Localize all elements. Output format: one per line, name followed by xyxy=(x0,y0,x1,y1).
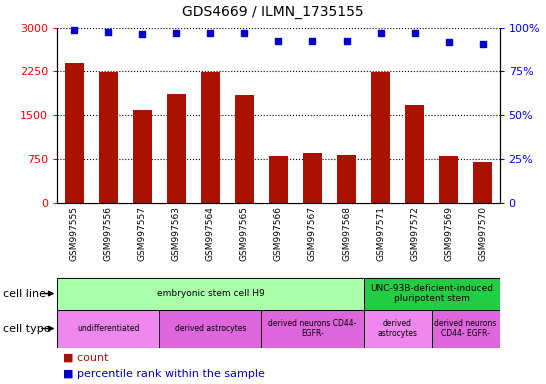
Bar xyxy=(371,72,390,203)
Bar xyxy=(201,72,220,203)
Bar xyxy=(99,72,118,203)
Point xyxy=(274,38,283,44)
Text: derived neurons
CD44- EGFR-: derived neurons CD44- EGFR- xyxy=(435,319,497,338)
Point xyxy=(172,30,181,36)
Point xyxy=(104,29,112,35)
Text: GSM997568: GSM997568 xyxy=(342,207,351,262)
Bar xyxy=(473,162,492,203)
Bar xyxy=(65,63,84,203)
Point xyxy=(478,41,487,47)
Bar xyxy=(364,310,431,348)
Bar xyxy=(431,310,500,348)
Text: GSM997567: GSM997567 xyxy=(308,207,317,262)
Point xyxy=(206,30,215,36)
Bar xyxy=(337,155,356,203)
Bar xyxy=(439,156,458,203)
Text: ■ count: ■ count xyxy=(63,353,108,363)
Point xyxy=(138,31,147,37)
Bar xyxy=(57,278,364,310)
Text: derived astrocytes: derived astrocytes xyxy=(175,324,246,333)
Point xyxy=(308,38,317,44)
Bar xyxy=(405,105,424,203)
Text: cell type: cell type xyxy=(3,323,50,334)
Bar xyxy=(235,95,254,203)
Text: GSM997566: GSM997566 xyxy=(274,207,283,262)
Text: GSM997572: GSM997572 xyxy=(410,207,419,262)
Bar xyxy=(364,278,500,310)
Point xyxy=(376,30,385,36)
Text: GSM997563: GSM997563 xyxy=(172,207,181,262)
Point xyxy=(240,30,249,36)
Text: GSM997565: GSM997565 xyxy=(240,207,249,262)
Bar xyxy=(262,310,364,348)
Text: embryonic stem cell H9: embryonic stem cell H9 xyxy=(157,289,264,298)
Text: GSM997570: GSM997570 xyxy=(478,207,487,262)
Text: GSM997557: GSM997557 xyxy=(138,207,147,262)
Text: UNC-93B-deficient-induced
pluripotent stem: UNC-93B-deficient-induced pluripotent st… xyxy=(370,284,493,303)
Text: cell line: cell line xyxy=(3,288,46,299)
Point xyxy=(444,38,453,45)
Point xyxy=(342,38,351,44)
Text: ■ percentile rank within the sample: ■ percentile rank within the sample xyxy=(63,369,265,379)
Text: GSM997569: GSM997569 xyxy=(444,207,453,262)
Text: GSM997556: GSM997556 xyxy=(104,207,113,262)
Bar xyxy=(159,310,262,348)
Text: GSM997564: GSM997564 xyxy=(206,207,215,262)
Bar xyxy=(303,153,322,203)
Text: undifferentiated: undifferentiated xyxy=(77,324,140,333)
Text: GSM997555: GSM997555 xyxy=(70,207,79,262)
Point xyxy=(70,27,79,33)
Bar xyxy=(57,310,159,348)
Text: derived
astrocytes: derived astrocytes xyxy=(377,319,418,338)
Bar xyxy=(269,156,288,203)
Text: GSM997571: GSM997571 xyxy=(376,207,385,262)
Text: derived neurons CD44-
EGFR-: derived neurons CD44- EGFR- xyxy=(268,319,357,338)
Text: GDS4669 / ILMN_1735155: GDS4669 / ILMN_1735155 xyxy=(182,5,364,20)
Bar xyxy=(133,110,152,203)
Point xyxy=(410,30,419,36)
Bar xyxy=(167,94,186,203)
